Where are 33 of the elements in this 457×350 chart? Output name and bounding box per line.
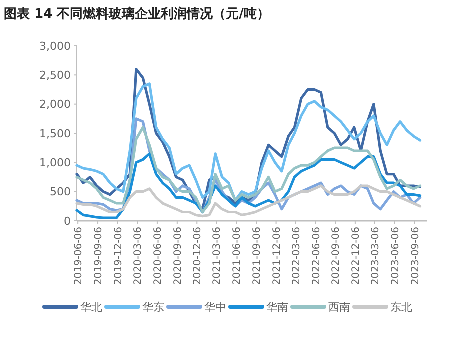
x-tick-label: 2021-09-06 [252,227,264,286]
x-tick-label: 2020-09-06 [172,227,184,286]
legend-label: 西南 [328,300,350,314]
x-tick-label: 2021-12-06 [272,227,283,286]
y-tick-label: 2,000 [40,98,71,112]
chart-title: 图表 14 不同燃料玻璃企业利润情况（元/吨） [4,6,270,22]
x-tick-label: 2023-06-06 [390,227,402,286]
y-tick-label: 0 [64,214,71,228]
x-tick-label: 2020-06-06 [152,227,164,286]
x-tick-label: 2020-12-06 [192,227,204,286]
y-tick-label: 1,000 [40,156,71,170]
x-tick-label: 2022-12-06 [350,227,362,286]
x-tick-label: 2022-09-06 [331,227,342,286]
y-tick-label: 3,000 [40,40,71,53]
y-tick-label: 500 [50,186,71,199]
line-series [76,82,422,202]
x-tick-label: 2019-09-06 [94,227,105,286]
x-tick-label: 2023-09-06 [410,227,422,286]
legend-label: 东北 [390,300,412,314]
legend-label: 华北 [80,300,102,314]
legend-label: 华南 [266,300,288,314]
y-tick-label: 1,500 [40,127,71,140]
x-tick-label: 2019-06-06 [74,227,85,286]
legend-label: 华东 [142,300,164,314]
x-tick-label: 2019-12-06 [113,227,124,286]
legend-label: 华中 [204,300,226,314]
x-tick-label: 2021-06-06 [232,227,244,286]
x-tick-label: 2023-03-06 [370,227,382,286]
x-tick-label: 2021-03-06 [212,227,224,286]
y-tick-label: 2,500 [40,69,71,82]
x-tick-label: 2022-03-06 [291,227,302,286]
x-tick-label: 2020-03-06 [133,227,144,286]
x-tick-label: 2022-06-06 [311,227,322,286]
